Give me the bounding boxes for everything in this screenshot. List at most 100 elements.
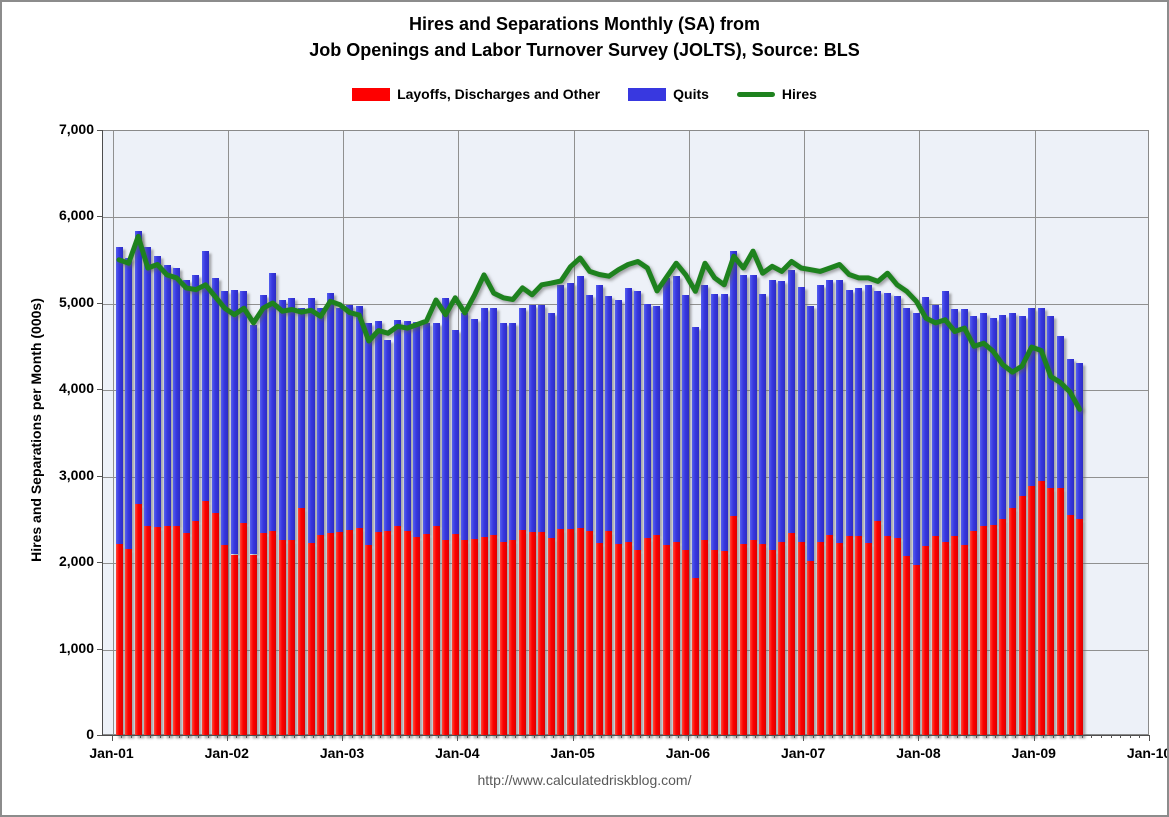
y-tick-label: 5,000	[58, 293, 94, 310]
bar-quits	[730, 251, 738, 517]
bar-quits	[442, 297, 450, 541]
bar-quits	[701, 284, 709, 540]
bar-quits	[144, 247, 152, 526]
bar-layoffs	[134, 503, 142, 736]
bar-quits	[490, 308, 498, 535]
x-month-tick-mark	[822, 735, 824, 738]
bar-layoffs	[211, 513, 219, 736]
y-tick-mark	[97, 130, 102, 131]
bar-quits	[874, 291, 882, 522]
bar-layoffs	[221, 544, 229, 736]
bar-layoffs	[259, 532, 267, 736]
bar-quits	[595, 284, 603, 543]
x-month-tick-mark	[553, 735, 555, 738]
x-year-tick-mark	[226, 735, 228, 741]
y-axis-line	[102, 130, 103, 736]
bar-layoffs	[461, 539, 469, 736]
x-month-tick-mark	[274, 735, 276, 738]
x-month-tick-mark	[611, 735, 613, 738]
bar-layoffs	[951, 536, 959, 736]
bar-layoffs	[989, 524, 997, 736]
x-month-tick-mark	[735, 735, 737, 738]
x-tick-label: Jan-04	[435, 745, 480, 761]
bar-quits	[470, 319, 478, 539]
bar-layoffs	[317, 534, 325, 736]
y-tick-mark	[97, 562, 102, 564]
gridline-vertical	[343, 131, 345, 734]
bar-layoffs	[586, 531, 594, 736]
x-tick-label: Jan-02	[204, 745, 249, 761]
y-axis-title: Hires and Separations per Month (000s)	[28, 298, 44, 562]
bar-layoffs	[230, 554, 238, 736]
bar-quits	[528, 304, 536, 533]
x-month-tick-mark	[1091, 735, 1093, 738]
chart-title-line2: Job Openings and Labor Turnover Survey (…	[309, 40, 860, 60]
x-month-tick-mark	[265, 735, 267, 738]
x-month-tick-mark	[928, 735, 930, 738]
bar-quits	[1008, 312, 1016, 508]
bar-quits	[960, 309, 968, 545]
x-month-tick-mark	[409, 735, 411, 738]
x-month-tick-mark	[505, 735, 507, 738]
bar-quits	[547, 313, 555, 539]
bar-layoffs	[394, 525, 402, 736]
bar-layoffs	[307, 542, 315, 736]
bar-quits	[778, 280, 786, 543]
x-year-tick-mark	[457, 735, 459, 741]
x-month-tick-mark	[1139, 735, 1141, 738]
bar-layoffs	[884, 536, 892, 736]
x-month-tick-mark	[361, 735, 363, 738]
x-month-tick-mark	[649, 735, 651, 738]
bar-layoffs	[903, 556, 911, 736]
x-month-tick-mark	[659, 735, 661, 738]
x-month-tick-mark	[678, 735, 680, 738]
bar-quits	[1037, 308, 1045, 482]
quits-swatch-icon	[628, 87, 667, 101]
legend-label-layoffs: Layoffs, Discharges and Other	[397, 86, 601, 102]
x-month-tick-mark	[774, 735, 776, 738]
bar-quits	[855, 287, 863, 537]
bar-quits	[682, 295, 690, 550]
bar-layoffs	[701, 539, 709, 736]
y-tick-mark	[97, 389, 102, 391]
x-month-tick-mark	[332, 735, 334, 738]
bar-quits	[374, 321, 382, 533]
x-tick-label: Jan-10	[1126, 745, 1169, 761]
bar-quits	[663, 277, 671, 545]
bar-layoffs	[518, 529, 526, 736]
x-month-tick-mark	[1014, 735, 1016, 738]
x-month-tick-mark	[783, 735, 785, 738]
bar-layoffs	[384, 531, 392, 736]
x-month-tick-mark	[908, 735, 910, 738]
gridline-vertical	[112, 131, 114, 734]
x-month-tick-mark	[370, 735, 372, 738]
bar-quits	[249, 324, 257, 555]
source-url: http://www.calculatedriskblog.com/	[477, 772, 692, 788]
x-month-tick-mark	[188, 735, 190, 738]
bar-layoffs	[269, 530, 277, 736]
bar-quits	[816, 284, 824, 542]
bar-quits	[999, 314, 1007, 520]
bar-layoffs	[778, 542, 786, 736]
bar-layoffs	[567, 529, 574, 736]
bar-layoffs	[547, 538, 555, 736]
x-month-tick-mark	[534, 735, 536, 738]
bar-quits	[605, 296, 613, 532]
bar-layoffs	[759, 543, 767, 736]
x-month-tick-mark	[418, 735, 420, 738]
x-month-tick-mark	[486, 735, 488, 738]
x-month-tick-mark	[197, 735, 199, 738]
bar-quits	[567, 283, 574, 530]
x-month-tick-mark	[707, 735, 709, 738]
bar-quits	[826, 279, 834, 535]
bar-quits	[317, 308, 325, 535]
x-tick-label: Jan-03	[319, 745, 365, 761]
x-month-tick-mark	[582, 735, 584, 738]
x-month-tick-mark	[428, 735, 430, 738]
bar-quits	[134, 231, 142, 504]
bar-quits	[720, 293, 728, 552]
x-month-tick-mark	[169, 735, 171, 738]
bar-quits	[643, 303, 651, 539]
bar-quits	[269, 273, 277, 531]
bar-layoffs	[480, 537, 488, 736]
